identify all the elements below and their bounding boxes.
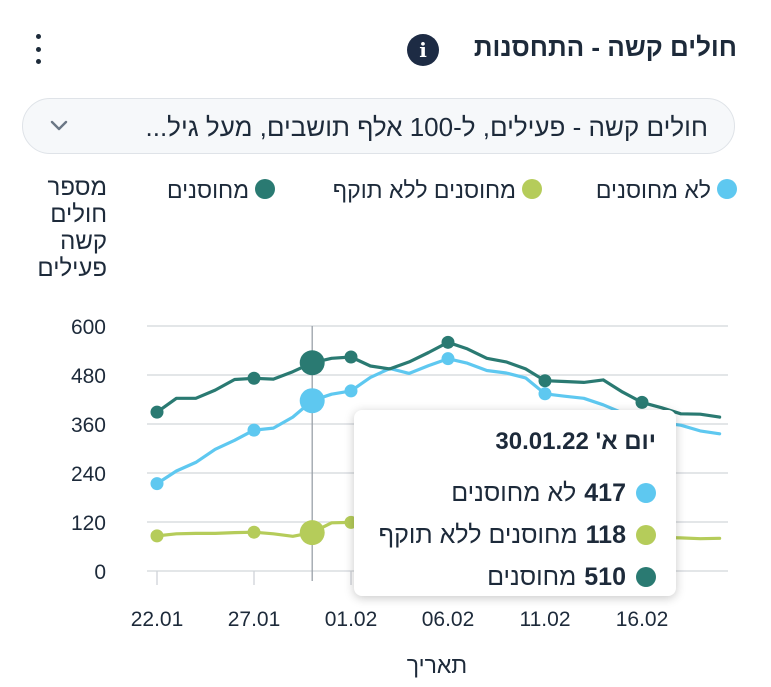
kebab-dot — [35, 46, 41, 52]
y-tick-label: 480 — [71, 365, 106, 388]
legend-swatch — [522, 179, 542, 199]
data-point — [150, 405, 164, 419]
data-point — [635, 395, 649, 409]
y-axis-label: קשה — [60, 228, 107, 255]
tooltip-value: 417 — [584, 478, 626, 507]
x-tick-label: 22.01 — [131, 608, 184, 631]
highlighted-data-point — [299, 388, 325, 414]
tooltip-row-not-vaccinated: 417 לא מחוסנים — [374, 472, 656, 514]
y-tick-label: 120 — [71, 512, 106, 535]
data-point — [538, 374, 552, 388]
chart-title: חולים קשה - התחסנות — [473, 32, 737, 62]
data-point — [247, 423, 261, 437]
highlighted-data-point — [299, 350, 325, 376]
data-point — [441, 335, 455, 349]
tooltip-row-expired: 118 מחוסנים ללא תוקף — [374, 514, 656, 556]
y-tick-label: 600 — [71, 316, 106, 339]
legend-label: מחוסנים ללא תוקף — [333, 177, 516, 203]
data-point — [247, 525, 261, 539]
tooltip-dot — [636, 483, 656, 503]
highlighted-data-point — [299, 520, 325, 546]
info-icon[interactable]: i — [407, 34, 439, 66]
header: חולים קשה - התחסנות i — [0, 30, 771, 70]
more-options-icon[interactable] — [30, 34, 46, 64]
x-tick-label: 01.02 — [325, 608, 378, 631]
metric-select-value: חולים קשה - פעילים, ל-100 אלף תושבים, מע… — [145, 112, 709, 142]
series-line — [155, 340, 722, 419]
tooltip-label: מחוסנים — [487, 562, 577, 591]
y-axis-label: פעילים — [37, 255, 107, 282]
x-tick-label: 27.01 — [228, 608, 281, 631]
kebab-dot — [35, 34, 41, 39]
tooltip-row-vaccinated: 510 מחוסנים — [374, 556, 656, 598]
tooltip: יום א' 30.01.22 417 לא מחוסנים 118 מחוסנ… — [354, 410, 676, 596]
legend-label: לא מחוסנים — [596, 177, 711, 203]
legend-swatch — [717, 179, 737, 199]
data-point — [150, 477, 164, 491]
data-point — [247, 371, 261, 385]
kebab-dot — [35, 59, 41, 64]
tooltip-value: 118 — [585, 520, 626, 549]
x-tick-label: 16.02 — [616, 608, 669, 631]
y-tick-label: 360 — [71, 414, 106, 437]
tooltip-label: לא מחוסנים — [451, 478, 577, 507]
legend-swatch — [255, 179, 275, 199]
y-tick-label: 240 — [71, 463, 106, 486]
data-point — [538, 387, 552, 401]
data-point — [441, 352, 455, 366]
data-point — [344, 350, 358, 364]
tooltip-value: 510 — [584, 562, 626, 591]
y-axis-label: חולים — [50, 201, 107, 228]
x-tick-label: 06.02 — [422, 608, 475, 631]
y-tick-label: 0 — [94, 561, 106, 584]
x-axis-label: תאריך — [407, 652, 467, 678]
tooltip-dot — [636, 567, 656, 587]
tooltip-dot — [636, 525, 656, 545]
data-point — [344, 384, 358, 398]
tooltip-label: מחוסנים ללא תוקף — [378, 520, 578, 549]
y-axis-label: מספר — [48, 174, 107, 201]
legend-label: מחוסנים — [167, 177, 249, 203]
tooltip-date: יום א' 30.01.22 — [495, 428, 656, 455]
chevron-down-icon — [50, 120, 68, 131]
data-point — [150, 529, 164, 543]
x-tick-label: 11.02 — [520, 608, 571, 631]
metric-select[interactable]: חולים קשה - פעילים, ל-100 אלף תושבים, מע… — [22, 98, 735, 154]
